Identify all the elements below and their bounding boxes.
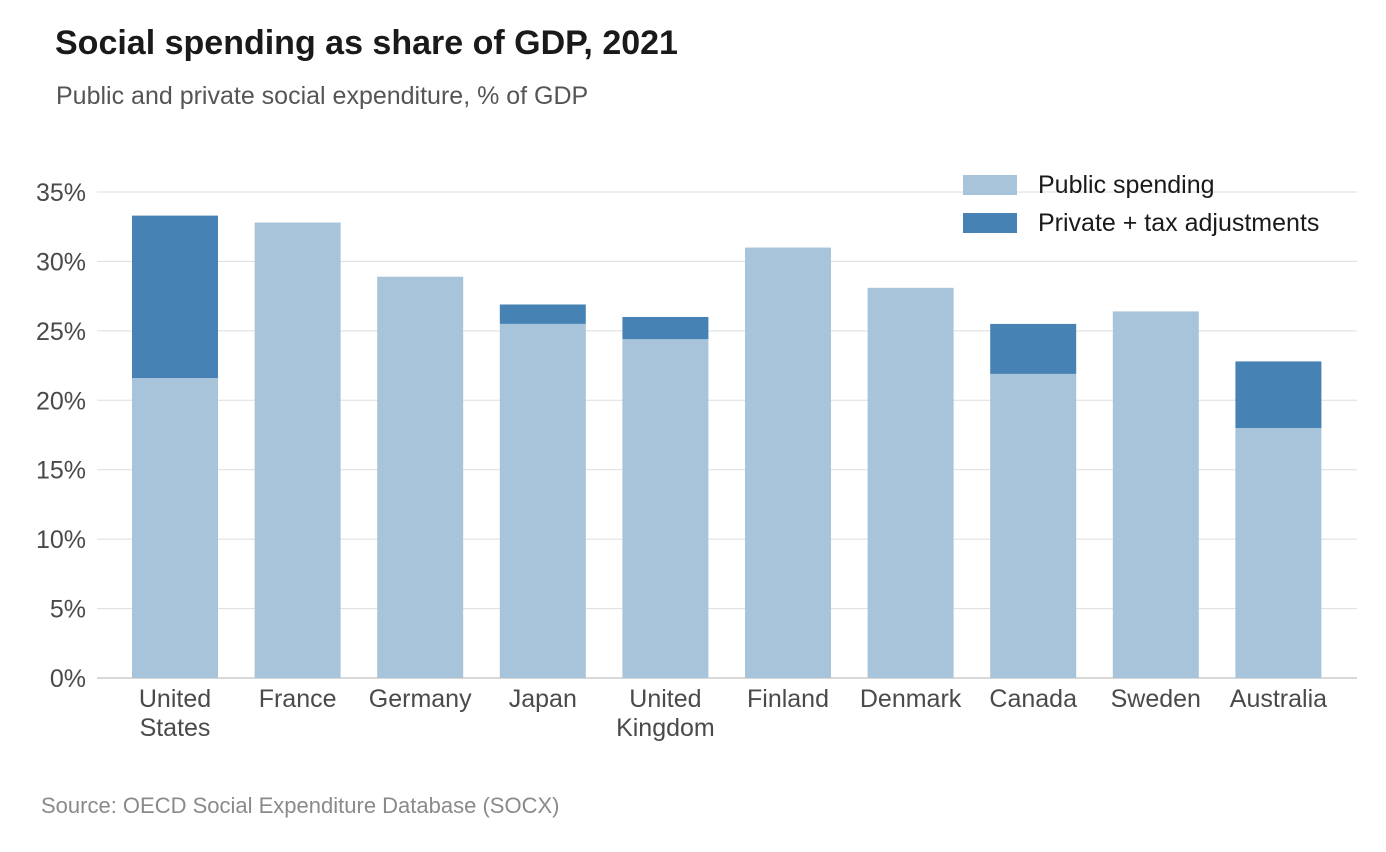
- bar-public-spending: [622, 339, 709, 678]
- bar-private-tax-adjustments: [990, 323, 1077, 374]
- x-tick-label: Japan: [509, 685, 577, 713]
- x-tick-label: Kingdom: [616, 714, 715, 742]
- legend: Public spending Private + tax adjustments: [963, 171, 1319, 237]
- x-tick-label: United: [629, 685, 701, 713]
- legend-swatch-public: [963, 175, 1017, 195]
- y-tick-label: 10%: [36, 526, 86, 554]
- x-tick-label: France: [259, 685, 337, 713]
- bar-public-spending: [1112, 311, 1199, 678]
- bar-private-tax-adjustments: [499, 304, 586, 324]
- x-tick-label: Canada: [989, 685, 1077, 713]
- x-tick-label: Denmark: [860, 685, 962, 713]
- bars: [132, 215, 1322, 679]
- chart-title: Social spending as share of GDP, 2021: [55, 24, 678, 62]
- legend-label: Public spending: [1038, 171, 1215, 199]
- chart-subtitle: Public and private social expenditure, %…: [56, 82, 589, 110]
- bar-private-tax-adjustments: [622, 316, 709, 340]
- bar-public-spending: [745, 247, 831, 679]
- bar-public-spending: [132, 378, 218, 678]
- x-tick-label: United: [139, 685, 211, 713]
- y-tick-label: 5%: [50, 596, 86, 624]
- y-axis-ticks: 0% 5% 10% 15% 20% 25% 30% 35%: [36, 179, 86, 693]
- y-tick-label: 35%: [36, 179, 86, 207]
- y-tick-label: 30%: [36, 248, 86, 276]
- bar-public-spending: [499, 323, 586, 678]
- bar-public-spending: [990, 373, 1077, 678]
- bar-public-spending: [1235, 428, 1322, 678]
- x-tick-label: Finland: [747, 685, 829, 713]
- bar-private-tax-adjustments: [1235, 361, 1322, 429]
- bar-public-spending: [377, 276, 464, 678]
- legend-label: Private + tax adjustments: [1038, 209, 1319, 237]
- y-tick-label: 20%: [36, 387, 86, 415]
- y-tick-label: 15%: [36, 457, 86, 485]
- bar-private-tax-adjustments: [132, 215, 218, 379]
- x-tick-label: Sweden: [1111, 685, 1201, 713]
- x-tick-label: Germany: [369, 685, 472, 713]
- y-tick-label: 25%: [36, 318, 86, 346]
- legend-swatch-private: [963, 213, 1017, 233]
- bar-public-spending: [254, 222, 341, 678]
- x-tick-label: Australia: [1230, 685, 1327, 713]
- y-tick-label: 0%: [50, 665, 86, 693]
- source-note: Source: OECD Social Expenditure Database…: [41, 793, 560, 818]
- bar-public-spending: [867, 287, 954, 678]
- x-tick-label: States: [140, 714, 211, 742]
